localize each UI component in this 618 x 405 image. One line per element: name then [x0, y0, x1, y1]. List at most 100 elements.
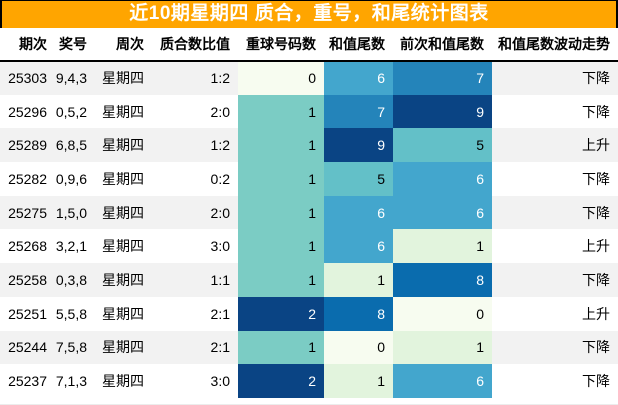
cell-numbers: 0,5,2 — [55, 103, 87, 120]
table-row: 25289 6,8,5 星期四 1:2 1 9 5 上升 — [0, 128, 618, 163]
column-header-week: 周次 — [95, 28, 152, 62]
cell-repeat: 1 — [238, 128, 324, 163]
cell-numbers: 7,1,3 — [55, 373, 87, 390]
cell-week: 星期四 — [102, 204, 144, 221]
cell-trend: 上升 — [582, 137, 610, 154]
cell-period: 25282 — [8, 170, 47, 187]
cell-numbers: 0,3,8 — [55, 271, 87, 288]
cell-period: 25251 — [8, 305, 47, 322]
cell-prev_tail: 9 — [393, 94, 492, 129]
column-header-numbers: 奖号 — [55, 28, 95, 62]
table-row: 25296 0,5,2 星期四 2:0 1 7 9 下降 — [0, 94, 618, 129]
cell-numbers: 7,5,8 — [55, 339, 87, 356]
column-header-repeat: 重球号码数 — [238, 28, 324, 62]
cell-repeat: 0 — [238, 61, 324, 95]
cell-tail: 6 — [324, 61, 393, 95]
cell-week: 星期四 — [102, 238, 144, 255]
cell-ratio: 2:0 — [210, 103, 230, 120]
column-header-prev_tail: 前次和值尾数 — [393, 28, 492, 62]
cell-prev_tail: 7 — [393, 61, 492, 95]
cell-trend: 下降 — [582, 70, 610, 87]
cell-trend: 下降 — [582, 170, 610, 187]
table-row: 25258 0,3,8 星期四 1:1 1 1 8 下降 — [0, 263, 618, 297]
cell-week: 星期四 — [102, 305, 144, 322]
table-row: 25275 1,5,0 星期四 2:0 1 6 6 下降 — [0, 195, 618, 230]
table-row: 25268 3,2,1 星期四 3:0 1 6 1 上升 — [0, 229, 618, 264]
cell-period: 25268 — [8, 238, 47, 255]
cell-period: 25303 — [8, 70, 47, 87]
cell-ratio: 2:0 — [210, 204, 230, 221]
cell-repeat: 1 — [238, 229, 324, 264]
cell-repeat: 1 — [238, 162, 324, 196]
table-body: 25303 9,4,3 星期四 1:2 0 6 7 下降 25296 0,5,2 星期四 2:0 1 7 9… — [0, 61, 618, 398]
cell-repeat: 2 — [238, 364, 324, 398]
cell-prev_tail: 6 — [393, 364, 492, 398]
cell-ratio: 3:0 — [210, 373, 230, 390]
cell-week: 星期四 — [102, 137, 144, 154]
cell-ratio: 2:1 — [210, 339, 230, 356]
table-row: 25303 9,4,3 星期四 1:2 0 6 7 下降 — [0, 61, 618, 95]
column-header-tail: 和值尾数 — [324, 28, 393, 62]
cell-week: 星期四 — [102, 170, 144, 187]
cell-period: 25296 — [8, 103, 47, 120]
cell-numbers: 5,5,8 — [55, 305, 87, 322]
cell-tail: 6 — [324, 229, 393, 264]
cell-numbers: 3,2,1 — [55, 238, 87, 255]
cell-tail: 0 — [324, 330, 393, 365]
cell-tail: 1 — [324, 263, 393, 297]
cell-prev_tail: 6 — [393, 195, 492, 230]
cell-trend: 下降 — [582, 103, 610, 120]
cell-prev_tail: 6 — [393, 162, 492, 196]
cell-tail: 5 — [324, 162, 393, 196]
cell-period: 25237 — [8, 373, 47, 390]
cell-trend: 下降 — [582, 339, 610, 356]
cell-week: 星期四 — [102, 373, 144, 390]
column-header-trend: 和值尾数波动走势 — [492, 28, 618, 62]
cell-ratio: 2:1 — [210, 305, 230, 322]
stats-table: 期次 奖号 周次 质合数比值 重球号码数 和值尾数 前次和值尾数 和值尾数波动走势 25303… — [0, 28, 618, 398]
cell-ratio: 1:2 — [210, 137, 230, 154]
column-header-ratio: 质合数比值 — [152, 28, 238, 62]
cell-period: 25275 — [8, 204, 47, 221]
table-row: 25237 7,1,3 星期四 3:0 2 1 6 下降 — [0, 364, 618, 398]
column-header-period: 期次 — [0, 28, 55, 62]
cell-tail: 9 — [324, 128, 393, 163]
cell-numbers: 9,4,3 — [55, 70, 87, 87]
cell-repeat: 1 — [238, 195, 324, 230]
cell-trend: 下降 — [582, 204, 610, 221]
cell-ratio: 1:1 — [210, 271, 230, 288]
cell-trend: 上升 — [582, 238, 610, 255]
cell-week: 星期四 — [102, 271, 144, 288]
cell-numbers: 0,9,6 — [55, 170, 87, 187]
table-row: 25244 7,5,8 星期四 2:1 1 0 1 下降 — [0, 330, 618, 365]
cell-week: 星期四 — [102, 70, 144, 87]
cell-repeat: 2 — [238, 296, 324, 331]
cell-numbers: 1,5,0 — [55, 204, 87, 221]
page-title: 近10期星期四 质合，重号，和尾统计图表 — [0, 0, 618, 28]
cell-repeat: 1 — [238, 94, 324, 129]
cell-trend: 上升 — [582, 305, 610, 322]
cell-repeat: 1 — [238, 330, 324, 365]
cell-prev_tail: 1 — [393, 229, 492, 264]
cell-trend: 下降 — [582, 271, 610, 288]
cell-tail: 1 — [324, 364, 393, 398]
cell-tail: 7 — [324, 94, 393, 129]
cell-period: 25258 — [8, 271, 47, 288]
cell-tail: 6 — [324, 195, 393, 230]
header-row: 期次 奖号 周次 质合数比值 重球号码数 和值尾数 前次和值尾数 和值尾数波动走势 — [0, 28, 618, 62]
cell-trend: 下降 — [582, 373, 610, 390]
cell-prev_tail: 5 — [393, 128, 492, 163]
cell-ratio: 3:0 — [210, 238, 230, 255]
cell-ratio: 0:2 — [210, 170, 230, 187]
cell-tail: 8 — [324, 296, 393, 331]
cell-week: 星期四 — [102, 339, 144, 356]
cell-week: 星期四 — [102, 103, 144, 120]
cell-ratio: 1:2 — [210, 70, 230, 87]
cell-prev_tail: 0 — [393, 296, 492, 331]
cell-prev_tail: 1 — [393, 330, 492, 365]
cell-period: 25244 — [8, 339, 47, 356]
cell-numbers: 6,8,5 — [55, 137, 87, 154]
cell-period: 25289 — [8, 137, 47, 154]
cell-prev_tail: 8 — [393, 263, 492, 297]
